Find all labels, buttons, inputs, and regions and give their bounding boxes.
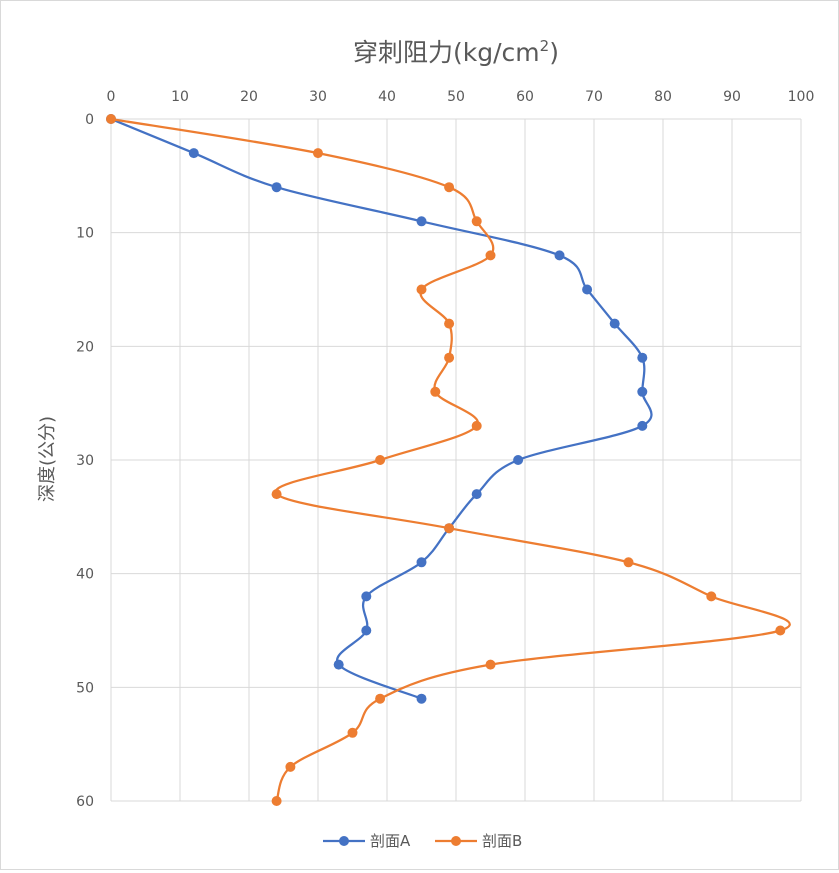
chart-title-main: 穿刺阻力(kg/cm — [353, 38, 540, 67]
legend-series-1-label: 剖面A — [370, 832, 411, 850]
x-tick-label: 60 — [516, 89, 534, 105]
series-2-point — [444, 318, 455, 329]
y-tick-label: 30 — [76, 453, 94, 469]
series-1-point — [471, 489, 482, 500]
x-tick-label: 20 — [240, 89, 258, 105]
chart-title-superscript: 2 — [540, 37, 550, 55]
series-2-point — [444, 523, 455, 534]
y-tick-label: 60 — [76, 794, 94, 810]
x-tick-label: 70 — [585, 89, 603, 105]
y-tick-label: 50 — [76, 680, 94, 696]
chart-title-suffix: ) — [549, 38, 559, 67]
series-2-point — [106, 114, 116, 124]
x-tick-label: 90 — [723, 89, 741, 105]
y-tick-label: 0 — [85, 112, 94, 128]
series-2-point — [416, 284, 427, 295]
series-1-line — [109, 117, 653, 700]
series-2-point — [485, 659, 496, 670]
series-1-point — [637, 420, 648, 431]
series-layer — [106, 114, 791, 806]
series-1-point — [416, 216, 427, 227]
y-tick-label: 10 — [76, 226, 94, 242]
tick-layer: 0 10 20 30 40 50 60 70 80 90 100 0 10 20 30 40 50 60 — [76, 89, 814, 810]
y-tick-label: 40 — [76, 567, 94, 583]
y-tick-label: 20 — [76, 339, 94, 355]
series-1-point — [637, 352, 648, 363]
x-tick-label: 100 — [788, 89, 815, 105]
legend-series-1-marker — [339, 836, 349, 846]
series-1-point — [333, 659, 344, 670]
series-1-point — [361, 591, 372, 602]
series-1-point — [554, 250, 565, 261]
legend-series-2-label: 剖面B — [482, 832, 522, 850]
series-2-point — [375, 455, 386, 465]
series-1-point — [271, 182, 282, 193]
series-2-point — [285, 761, 296, 772]
x-tick-label: 0 — [107, 89, 116, 105]
series-2-point — [706, 591, 717, 602]
series-2-point — [623, 557, 634, 568]
series-2-point — [375, 693, 386, 704]
x-tick-label: 10 — [171, 89, 189, 105]
x-tick-label: 30 — [309, 89, 327, 105]
series-1-point — [609, 318, 620, 329]
series-2-point — [313, 148, 323, 159]
series-1-point — [188, 148, 199, 159]
x-tick-label: 80 — [654, 89, 672, 105]
series-2-point — [271, 796, 282, 806]
series-1-point — [582, 284, 593, 295]
series-1-point — [416, 557, 427, 568]
legend: 剖面A 剖面B — [323, 832, 522, 850]
grid-layer — [110, 118, 802, 802]
y-axis-label: 深度(公分) — [37, 416, 58, 502]
series-2-point — [430, 386, 441, 397]
chart-title: 穿刺阻力(kg/cm2) — [353, 37, 559, 67]
series-2-point — [271, 489, 282, 500]
series-2-point — [471, 420, 482, 431]
series-1-point — [513, 455, 524, 465]
series-2-point — [444, 182, 455, 193]
series-1-point — [416, 693, 427, 704]
series-2-point — [471, 216, 482, 227]
series-2-point — [347, 727, 358, 738]
x-tick-label: 50 — [447, 89, 465, 105]
legend-series-2-marker — [451, 836, 461, 846]
series-1-point — [361, 625, 372, 636]
series-2-point — [775, 625, 786, 636]
series-2-point — [485, 250, 496, 261]
series-1-point — [637, 386, 648, 397]
series-2-point — [444, 352, 455, 363]
x-tick-label: 40 — [378, 89, 396, 105]
